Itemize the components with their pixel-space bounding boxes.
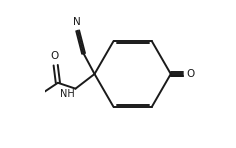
Text: O: O xyxy=(186,69,194,79)
Text: O: O xyxy=(51,51,59,61)
Text: N: N xyxy=(73,17,81,27)
Text: NH: NH xyxy=(60,89,75,99)
